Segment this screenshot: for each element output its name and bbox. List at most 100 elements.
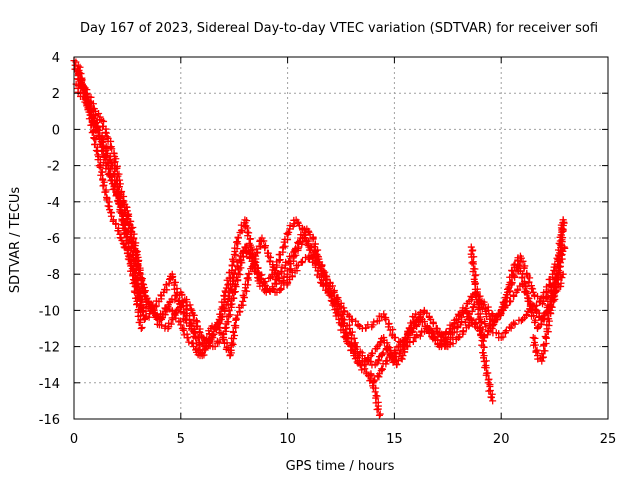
- data-point: [277, 267, 285, 275]
- data-point: [530, 312, 538, 320]
- data-point: [304, 227, 312, 235]
- data-point: [216, 317, 224, 325]
- data-point: [489, 397, 497, 405]
- data-point: [523, 282, 531, 290]
- data-point: [236, 270, 244, 278]
- data-point: [526, 274, 534, 282]
- data-point: [91, 112, 99, 120]
- data-point: [118, 201, 126, 209]
- data-point: [374, 357, 382, 365]
- data-point: [224, 292, 232, 300]
- data-point: [340, 308, 348, 316]
- y-tick-label: -6: [47, 232, 60, 247]
- data-point: [271, 279, 279, 287]
- data-point: [473, 298, 481, 306]
- data-point: [555, 249, 563, 257]
- data-point: [468, 307, 476, 315]
- data-point: [224, 318, 232, 326]
- data-point: [177, 321, 185, 329]
- data-point: [230, 335, 238, 343]
- data-point: [229, 274, 237, 282]
- data-point: [476, 304, 484, 312]
- data-point: [100, 138, 108, 146]
- series-track-d: [76, 75, 567, 351]
- data-point: [239, 253, 247, 261]
- data-point: [420, 318, 428, 326]
- data-point: [531, 341, 539, 349]
- data-point: [426, 324, 434, 332]
- data-point: [376, 410, 384, 418]
- y-axis-title: SDTVAR / TECUs: [8, 187, 23, 294]
- data-point: [473, 291, 481, 299]
- data-point: [181, 315, 189, 323]
- data-point: [411, 313, 419, 321]
- data-point: [229, 340, 237, 348]
- data-point: [230, 269, 238, 277]
- data-point: [519, 257, 527, 265]
- data-point: [88, 114, 96, 122]
- data-point: [545, 315, 553, 323]
- data-point: [539, 354, 547, 362]
- data-point: [415, 311, 423, 319]
- data-point: [329, 301, 337, 309]
- data-point: [239, 291, 247, 299]
- data-point: [215, 338, 223, 346]
- data-point: [222, 284, 230, 292]
- data-point: [559, 216, 567, 224]
- data-point: [436, 340, 444, 348]
- data-point: [114, 227, 122, 235]
- data-point: [138, 324, 146, 332]
- data-point: [246, 235, 254, 243]
- data-point: [244, 274, 252, 282]
- data-point: [398, 355, 406, 363]
- data-point: [425, 312, 433, 320]
- data-point: [553, 287, 561, 295]
- data-point: [273, 270, 281, 278]
- data-point: [134, 262, 142, 270]
- data-point: [406, 338, 414, 346]
- data-point: [95, 162, 103, 170]
- data-point: [543, 293, 551, 301]
- data-point: [385, 319, 393, 327]
- data-point: [115, 183, 123, 191]
- data-point: [310, 243, 318, 251]
- data-point: [298, 257, 306, 265]
- data-point: [231, 331, 239, 339]
- data-point: [429, 320, 437, 328]
- data-point: [155, 315, 163, 323]
- data-point: [480, 343, 488, 351]
- data-point: [396, 338, 404, 346]
- data-point: [266, 257, 274, 265]
- data-point: [297, 231, 305, 239]
- data-point: [186, 301, 194, 309]
- data-point: [457, 321, 465, 329]
- data-point: [98, 168, 106, 176]
- data-point: [157, 292, 165, 300]
- data-point: [252, 252, 260, 260]
- x-tick-label: 20: [493, 432, 510, 447]
- data-point: [542, 294, 550, 302]
- data-point: [482, 371, 490, 379]
- data-point: [380, 310, 388, 318]
- axis-ticks: [73, 56, 609, 420]
- data-point: [467, 243, 475, 251]
- data-point: [368, 350, 376, 358]
- x-tick-label: 5: [177, 432, 185, 447]
- data-point: [245, 270, 253, 278]
- data-point: [110, 170, 118, 178]
- data-point: [279, 276, 287, 284]
- data-point: [556, 256, 564, 264]
- data-point: [261, 244, 269, 252]
- x-tick-label: 0: [70, 432, 78, 447]
- data-point: [557, 250, 565, 258]
- data-point: [472, 271, 480, 279]
- y-tick-label: 4: [52, 51, 60, 66]
- data-point: [416, 332, 424, 340]
- data-point: [550, 297, 558, 305]
- data-point: [528, 306, 536, 314]
- data-point: [275, 256, 283, 264]
- y-tick-label: 2: [52, 87, 60, 102]
- data-point: [502, 327, 510, 335]
- data-point: [510, 319, 518, 327]
- data-point: [379, 349, 387, 357]
